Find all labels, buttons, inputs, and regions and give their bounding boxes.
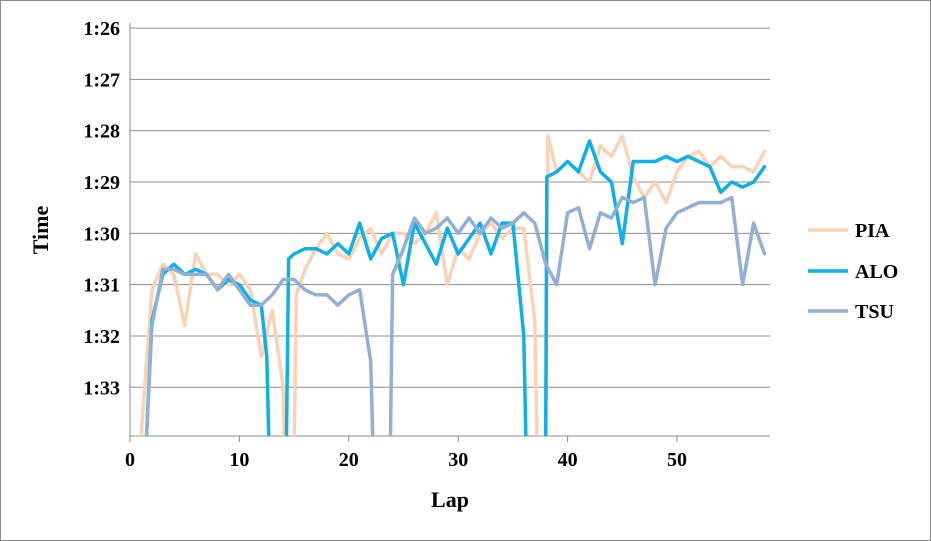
plot-series xyxy=(139,134,767,436)
y-tick-label: 1:32 xyxy=(83,326,120,348)
series-line-tsu xyxy=(144,195,767,436)
legend-label-pia: PIA xyxy=(855,220,890,242)
legend: PIA ALO TSU xyxy=(808,220,898,323)
legend-label-alo: ALO xyxy=(855,261,898,283)
tick-labels: 1:26 1:27 1:28 1:29 1:30 1:31 1:32 1:33 0 10 20 30 4… xyxy=(83,18,687,471)
y-tick-label: 1:31 xyxy=(83,275,120,297)
y-tick-label: 1:29 xyxy=(83,172,120,194)
y-tick-label: 1:26 xyxy=(83,18,120,40)
x-tick-label: 40 xyxy=(558,449,578,471)
y-axis-title: Time xyxy=(28,206,53,255)
x-tick-label: 50 xyxy=(667,449,687,471)
y-tick-label: 1:27 xyxy=(83,69,120,91)
series-line-alo xyxy=(144,139,767,436)
y-tick-label: 1:33 xyxy=(83,377,120,399)
x-tick-label: 30 xyxy=(448,449,468,471)
x-tick-label: 10 xyxy=(229,449,249,471)
axes xyxy=(129,23,770,442)
gridlines xyxy=(130,27,770,388)
x-axis-title: Lap xyxy=(431,487,469,512)
x-tick-label: 20 xyxy=(339,449,359,471)
x-tick-label: 0 xyxy=(125,449,135,471)
legend-label-tsu: TSU xyxy=(855,301,894,323)
y-tick-label: 1:30 xyxy=(83,223,120,245)
y-tick-label: 1:28 xyxy=(83,121,120,143)
